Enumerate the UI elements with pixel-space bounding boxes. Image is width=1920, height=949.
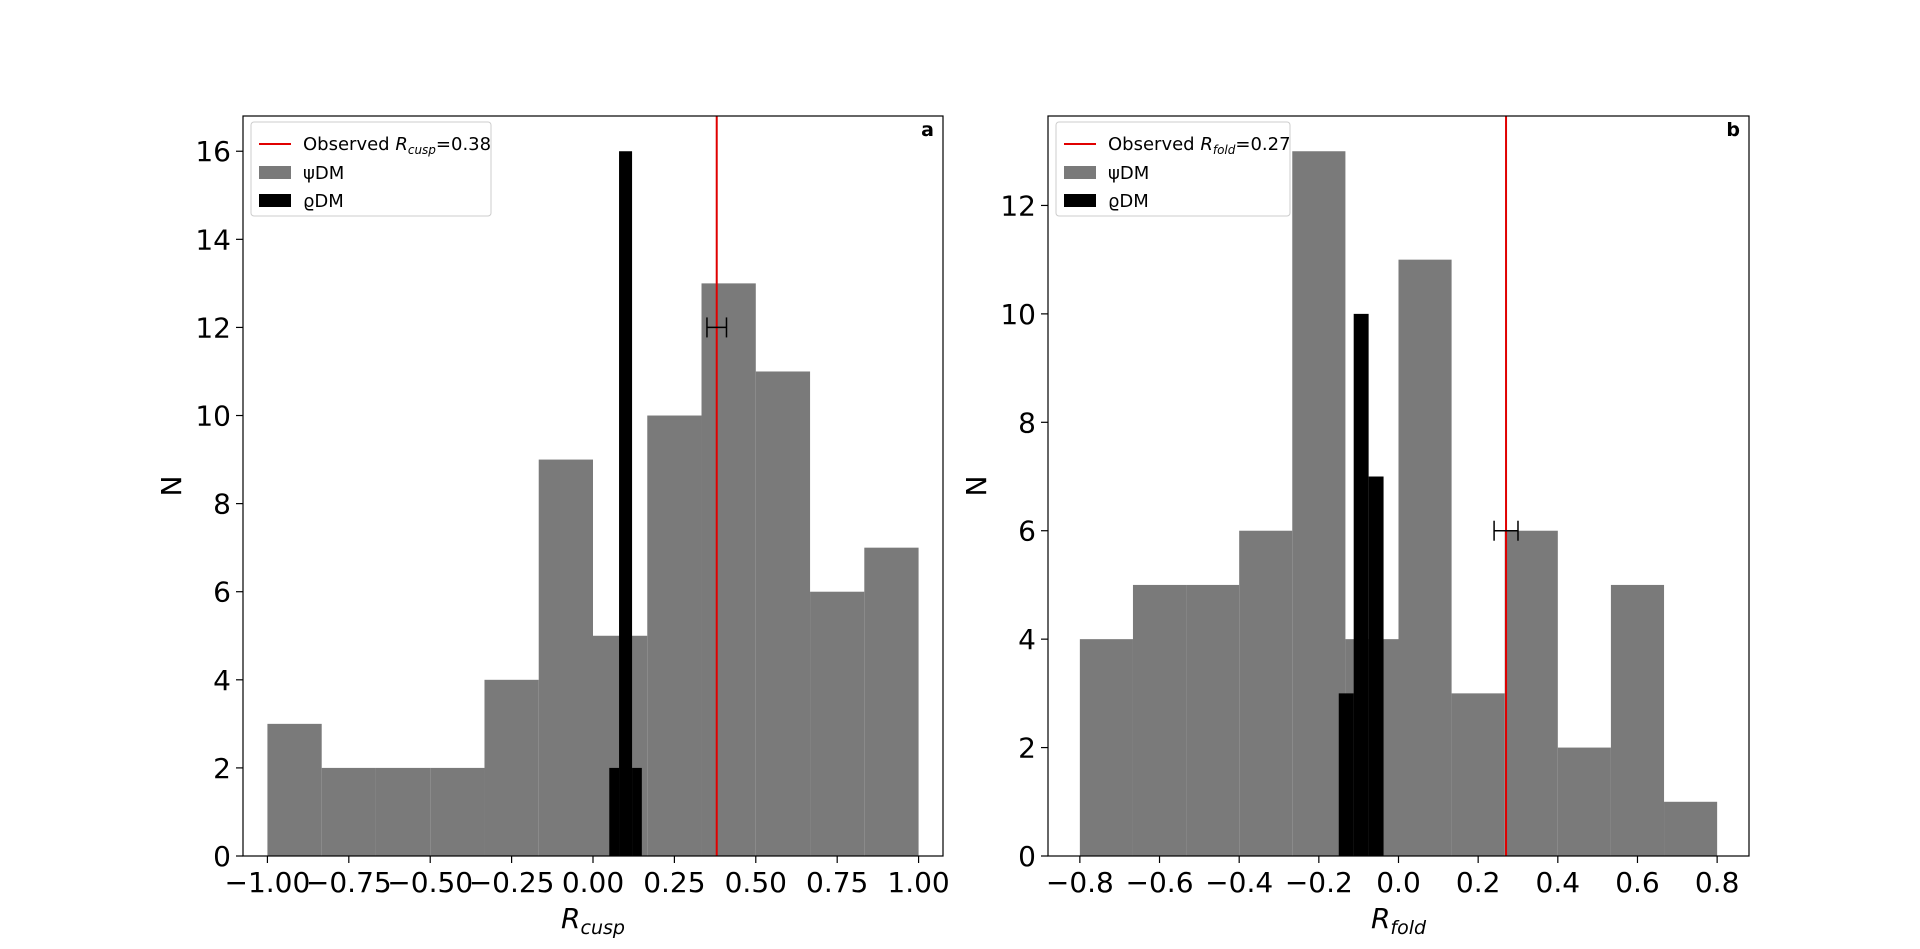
panel-b-y-tick-label: 4 [1018,623,1036,656]
panel-a-tag: a [921,119,934,141]
panel-a-y-axis-label: N [155,476,188,497]
panel-b-rho-bar [1353,313,1369,856]
panel-b-y-axis-label: N [960,476,993,497]
panel-b-y-tick-label: 2 [1018,732,1036,765]
panel-a-psi-bar [755,371,811,856]
panel-a-psi-bar [810,591,865,856]
panel-a-x-tick-label: 0.25 [643,866,705,899]
panel-a-x-tick-label: 0.50 [725,866,787,899]
panel-b-x-tick-label: −0.2 [1285,866,1353,899]
panel-b-x-tick-label: 0.4 [1536,866,1581,899]
panel-a-bars [267,151,919,856]
panel-a-legend-psi-label: ψDM [303,163,344,184]
panel-b-legend-box [1055,121,1291,217]
panel-a-psi-bar [864,547,919,856]
panel-b-x-axis-label: Rfold [1371,902,1427,939]
panel-a-y-tick-label: 6 [213,576,231,609]
panel-b-psi-bar [1557,747,1611,856]
panel-a-x-tick-label: −0.25 [469,866,555,899]
panel-b-errorbar [1493,520,1519,541]
panel-b-legend-rho-handle [1064,194,1096,207]
panel-a-y-tick-label: 12 [195,311,231,344]
panel-a-legend-rho-handle [259,194,291,207]
panel-b-psi-bar [1079,639,1133,856]
panel-b-psi-bar [1132,584,1187,856]
panel-a-legend-observed-label: Observed Rcusp=0.38 [303,134,491,157]
panel-a-psi-bar [375,767,431,856]
panel-a-psi-bar [647,415,702,856]
panel-b-x-tick-label: −0.4 [1205,866,1273,899]
panel-b-legend-psi-label: ψDM [1108,163,1149,184]
panel-a-x-axis-label: Rcusp [561,902,625,939]
panel-b-legend-rho-label: ϱDM [1108,191,1149,212]
panel-b-psi-bar [1292,151,1346,856]
panel-a-rho-bar [632,767,642,856]
panel-a-x-tick-label: 0.00 [562,866,624,899]
panel-b-legend: Observed Rfold=0.27 ψDM ϱDM [1055,121,1291,217]
panel-b-y-tick-label: 6 [1018,515,1036,548]
panel-a-y-tick-label: 4 [213,664,231,697]
panel-b-y-ticks: 0 2 4 6 8 10 12 [1000,189,1048,873]
panel-b-rho-bar [1338,693,1354,856]
panel-b-psi-bar [1504,530,1558,856]
panel-b-psi-bar [1186,584,1240,856]
panel-a-x-tick-label: −1.00 [225,866,311,899]
panel-a-y-tick-label: 8 [213,488,231,521]
panel-a-x-tick-label: 1.00 [887,866,949,899]
panel-a-y-tick-label: 10 [195,400,231,433]
panel-b-x-tick-label: 0.0 [1376,866,1421,899]
panel-b: −0.8 −0.6 −0.4 −0.2 0.0 0.2 0.4 0.6 0.8 0 2 4 6 8 10 1… [960,115,1750,939]
panel-a-psi-bar [321,767,376,856]
panel-b-psi-bar [1239,530,1293,856]
panel-b-y-tick-label: 12 [1000,189,1036,222]
panel-a-y-ticks: 0 2 4 6 8 10 12 14 16 [195,135,243,873]
panel-a-psi-bar [538,459,593,856]
panel-b-psi-bar [1664,801,1718,856]
panel-a-x-tick-label: −0.75 [306,866,392,899]
panel-b-psi-bar [1398,259,1452,857]
panel-a-x-ticks: −1.00−0.75−0.50−0.25 0.00 0.25 0.50 0.75 1.00 [225,856,950,899]
panel-a-psi-bar [267,723,322,856]
panel-b-x-tick-label: −0.8 [1046,866,1114,899]
panel-a-y-tick-label: 16 [195,135,231,168]
panel-a-x-tick-label: −0.50 [387,866,473,899]
panel-b-psi-bar [1451,693,1505,856]
panel-a: −1.00−0.75−0.50−0.25 0.00 0.25 0.50 0.75 1.00… [155,115,950,939]
panel-a-rho-bar [609,767,620,856]
panel-a-y-tick-label: 14 [195,223,231,256]
panel-a-y-tick-label: 0 [213,840,231,873]
panel-a-legend-box [250,121,492,217]
panel-b-rho-bar [1368,476,1384,856]
panel-a-psi-bar [430,767,485,856]
panel-a-legend-psi-handle [259,166,291,179]
panel-a-psi-bar [484,679,539,856]
panel-b-legend-psi-handle [1064,166,1096,179]
panel-b-x-tick-label: 0.6 [1615,866,1660,899]
panel-b-psi-bar [1610,584,1665,856]
panel-b-bars [1079,151,1718,857]
panel-a-legend: Observed Rcusp=0.38 ψDM ϱDM [250,121,492,217]
panel-b-legend-observed-label: Observed Rfold=0.27 [1108,134,1291,157]
panel-b-x-tick-label: −0.6 [1126,866,1194,899]
panel-b-x-tick-label: 0.8 [1695,866,1740,899]
panel-a-errorbar [706,317,728,338]
panel-a-rho-bar [619,151,633,856]
panel-b-y-tick-label: 10 [1000,298,1036,331]
panel-a-y-tick-label: 2 [213,752,231,785]
panel-b-x-tick-label: 0.2 [1456,866,1501,899]
panel-b-y-tick-label: 0 [1018,840,1036,873]
panel-a-x-tick-label: 0.75 [806,866,868,899]
panel-b-tag: b [1726,119,1740,141]
panel-b-y-tick-label: 8 [1018,406,1036,439]
panel-a-legend-rho-label: ϱDM [303,191,344,212]
panel-a-psi-bar [701,283,756,856]
panel-b-x-ticks: −0.8 −0.6 −0.4 −0.2 0.0 0.2 0.4 0.6 0.8 [1046,856,1740,899]
